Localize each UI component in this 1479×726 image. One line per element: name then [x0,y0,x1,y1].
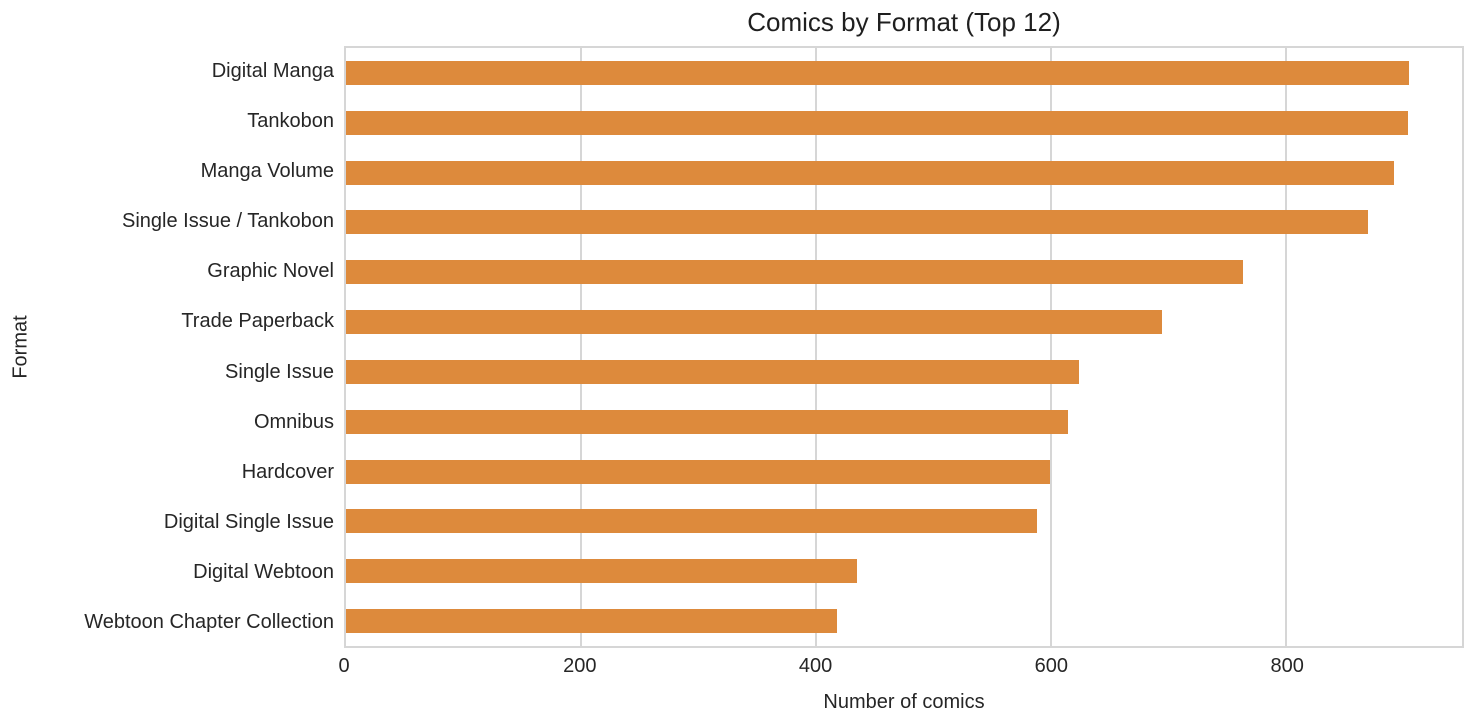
bar-row [346,496,1462,546]
x-tick-label: 600 [1034,655,1069,677]
y-tick-label: Webtoon Chapter Collection [84,611,334,634]
bar-row [346,447,1462,497]
bar [346,509,1037,534]
bar-row [346,397,1462,447]
bar [346,260,1244,285]
y-tick-label: Digital Single Issue [163,511,334,534]
x-tick-label: 800 [1270,655,1304,677]
gridline [1049,48,1052,646]
gridline [1284,48,1287,646]
y-tick-label: Digital Webtoon [193,561,334,584]
bar [346,160,1394,185]
bar-row [346,347,1462,397]
bar-row [346,297,1462,347]
bar-row [346,247,1462,297]
y-tick-label: Digital Manga [211,59,334,82]
bar-row [346,98,1462,148]
plot-area [344,46,1464,648]
y-tick-label: Manga Volume [200,159,334,182]
bar-row [346,148,1462,198]
bar-row [346,197,1462,247]
bar [346,409,1069,434]
chart-title: Comics by Format (Top 12) [747,7,1061,37]
bar [346,559,857,584]
bar [346,210,1369,235]
gridline [814,48,817,646]
bar-rows [346,48,1462,646]
y-tick-label: Graphic Novel [207,260,334,283]
bar-row [346,596,1462,646]
bar [346,110,1408,135]
bar [346,60,1410,85]
bar-row [346,546,1462,596]
x-tick-label: 400 [798,655,833,677]
x-tick-label: 0 [338,655,350,677]
y-tick-label: Single Issue [225,360,334,383]
y-tick-label: Tankobon [247,109,334,132]
y-tick-label: Trade Paperback [181,310,334,333]
bar-row [346,48,1462,98]
x-tick-label: 200 [563,655,597,677]
x-tick-labels: 0 200 400 600 800 [338,655,1464,681]
y-tick-label: Omnibus [253,410,334,433]
bar [346,609,838,634]
bar [346,310,1163,335]
y-tick-label: Hardcover [241,460,334,483]
y-tick-labels: Digital Manga Tankobon Manga Volume Single … [0,46,334,648]
bar [346,459,1050,484]
y-tick-label: Single Issue / Tankobon [121,210,334,233]
bar [346,359,1080,384]
x-axis-label: Number of comics [823,691,985,713]
gridline [579,48,582,646]
